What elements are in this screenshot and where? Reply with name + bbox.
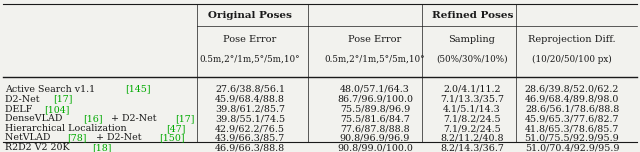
Text: [145]: [145]	[125, 85, 151, 93]
Text: 45.9/65.3/77.6/82.7: 45.9/65.3/77.6/82.7	[525, 114, 620, 123]
Text: Refined Poses: Refined Poses	[432, 11, 514, 20]
Text: 43.9/66.3/85.7: 43.9/66.3/85.7	[215, 133, 285, 142]
Text: 8.2/11.2/40.8: 8.2/11.2/40.8	[440, 133, 504, 142]
Text: Original Poses: Original Poses	[208, 11, 292, 20]
Text: 51.0/75.5/92.9/95.9: 51.0/75.5/92.9/95.9	[525, 133, 620, 142]
Text: 42.9/62.2/76.5: 42.9/62.2/76.5	[215, 124, 285, 133]
Text: Pose Error: Pose Error	[223, 35, 276, 44]
Text: + D2-Net: + D2-Net	[108, 114, 160, 123]
Text: 51.0/70.4/92.9/95.9: 51.0/70.4/92.9/95.9	[525, 143, 620, 152]
Text: D2-Net: D2-Net	[5, 95, 42, 104]
Text: 28.6/56.1/78.6/88.8: 28.6/56.1/78.6/88.8	[525, 105, 619, 114]
Text: [17]: [17]	[53, 95, 73, 104]
Text: 7.1/13.3/35.7: 7.1/13.3/35.7	[440, 95, 504, 104]
Text: + D2-Net: + D2-Net	[93, 133, 144, 142]
Text: (10/20/50/100 px): (10/20/50/100 px)	[532, 55, 612, 64]
Text: R2D2 V2 20K: R2D2 V2 20K	[5, 143, 72, 152]
Text: 45.9/68.4/88.8: 45.9/68.4/88.8	[215, 95, 285, 104]
Text: [104]: [104]	[44, 105, 70, 114]
Text: [16]: [16]	[83, 114, 102, 123]
Text: 0.5m,2°/1m,5°/5m,10°: 0.5m,2°/1m,5°/5m,10°	[324, 55, 426, 64]
Text: 27.6/38.8/56.1: 27.6/38.8/56.1	[215, 85, 285, 93]
Text: 77.6/87.8/88.8: 77.6/87.8/88.8	[340, 124, 410, 133]
Text: 75.5/81.6/84.7: 75.5/81.6/84.7	[340, 114, 410, 123]
Text: (50%/30%/10%): (50%/30%/10%)	[436, 55, 508, 64]
Text: Hierarchical Localization: Hierarchical Localization	[5, 124, 130, 133]
Text: 7.1/9.2/24.5: 7.1/9.2/24.5	[443, 124, 501, 133]
Text: DenseVLAD: DenseVLAD	[5, 114, 65, 123]
Text: Pose Error: Pose Error	[348, 35, 402, 44]
Text: 2.0/4.1/11.2: 2.0/4.1/11.2	[444, 85, 500, 93]
Text: 46.9/66.3/88.8: 46.9/66.3/88.8	[215, 143, 285, 152]
Text: 8.2/14.3/36.7: 8.2/14.3/36.7	[440, 143, 504, 152]
Text: 0.5m,2°/1m,5°/5m,10°: 0.5m,2°/1m,5°/5m,10°	[200, 55, 300, 64]
Text: [78]: [78]	[67, 133, 87, 142]
Text: Sampling: Sampling	[449, 35, 495, 44]
Text: 39.8/55.1/74.5: 39.8/55.1/74.5	[215, 114, 285, 123]
Text: 86.7/96.9/100.0: 86.7/96.9/100.0	[337, 95, 413, 104]
Text: 28.6/39.8/52.0/62.2: 28.6/39.8/52.0/62.2	[525, 85, 619, 93]
Text: 41.8/65.3/78.6/85.7: 41.8/65.3/78.6/85.7	[525, 124, 619, 133]
Text: [150]: [150]	[159, 133, 185, 142]
Text: 46.9/68.4/89.8/98.0: 46.9/68.4/89.8/98.0	[525, 95, 619, 104]
Text: [47]: [47]	[166, 124, 186, 133]
Text: 90.8/96.9/96.9: 90.8/96.9/96.9	[340, 133, 410, 142]
Text: 7.1/8.2/24.5: 7.1/8.2/24.5	[443, 114, 501, 123]
Text: 90.8/99.0/100.0: 90.8/99.0/100.0	[337, 143, 413, 152]
Text: [18]: [18]	[92, 143, 112, 152]
Text: [17]: [17]	[175, 114, 194, 123]
Text: Reprojection Diff.: Reprojection Diff.	[528, 35, 616, 44]
Text: 4.1/5.1/14.3: 4.1/5.1/14.3	[443, 105, 501, 114]
Text: DELF: DELF	[5, 105, 35, 114]
Text: 48.0/57.1/64.3: 48.0/57.1/64.3	[340, 85, 410, 93]
Text: Active Search v1.1: Active Search v1.1	[5, 85, 98, 93]
Text: NetVLAD: NetVLAD	[5, 133, 53, 142]
Text: 75.5/89.8/96.9: 75.5/89.8/96.9	[340, 105, 410, 114]
Text: 39.8/61.2/85.7: 39.8/61.2/85.7	[215, 105, 285, 114]
